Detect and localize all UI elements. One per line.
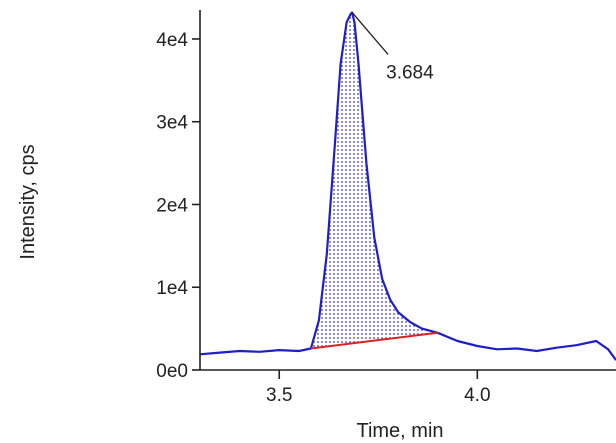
peak-area [310,12,438,349]
y-axis-title: Intensity, cps [17,144,39,259]
peak-leader-line [351,12,389,55]
peak-label: 3.684 [386,62,434,83]
axes: 0e0 1e4 2e4 3e4 4e4 3.5 4.0 3.684 [156,10,616,406]
y-tick-label: 3e4 [156,113,188,134]
y-tick-label: 1e4 [156,278,188,299]
peak-baseline [310,331,438,350]
x-tick-label: 3.5 [266,385,292,406]
series-line [199,11,616,361]
y-tick-label: 4e4 [156,30,188,51]
x-axis-title: Time, min [356,420,443,442]
y-tick-label: 2e4 [156,195,188,216]
plot-area [199,11,616,361]
y-tick-label: 0e0 [156,361,188,382]
x-tick-label: 4.0 [464,385,490,406]
